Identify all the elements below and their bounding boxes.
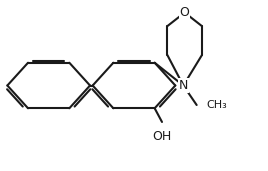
Text: N: N (179, 79, 188, 92)
Text: OH: OH (152, 130, 172, 143)
Text: O: O (180, 6, 189, 19)
Text: CH₃: CH₃ (206, 100, 227, 110)
